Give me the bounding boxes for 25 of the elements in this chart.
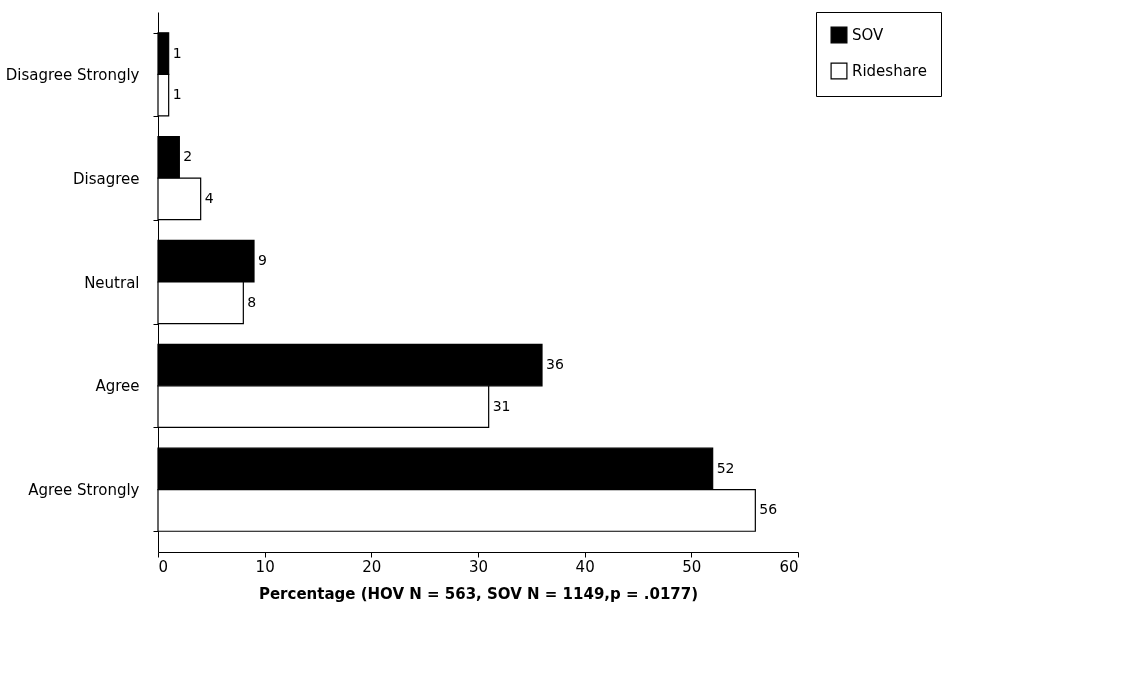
data-label: 1	[172, 86, 182, 103]
y-tick-label: Agree	[95, 377, 140, 396]
data-label: 8	[247, 293, 257, 310]
x-tick-label: 50	[682, 557, 702, 576]
x-tick-label: 30	[468, 557, 489, 576]
x-tick-label: 0	[158, 557, 169, 576]
x-tick-label: 40	[575, 557, 595, 576]
data-label: 1	[172, 44, 182, 61]
y-tick-label: Disagree Strongly	[5, 65, 140, 84]
data-label: 31	[492, 397, 511, 414]
data-label: 9	[258, 252, 267, 269]
x-tick-label: 20	[362, 557, 382, 576]
y-tick-label: Agree Strongly	[28, 481, 140, 500]
x-tick-label: 60	[779, 557, 799, 576]
y-tick-label: Disagree	[72, 169, 140, 188]
y-tick-label: Neutral	[84, 273, 140, 292]
x-axis-title: Percentage (HOV N = 563, SOV N = 1149,p = .0177)	[258, 584, 699, 603]
legend-label: Rideshare	[852, 62, 927, 80]
legend-label: SOV	[852, 26, 885, 44]
data-label: 4	[204, 189, 214, 206]
data-label: 36	[546, 356, 564, 373]
data-label: 52	[716, 459, 735, 476]
data-label: 56	[759, 501, 778, 518]
data-label: 2	[183, 148, 193, 165]
x-tick-label: 10	[255, 557, 275, 576]
